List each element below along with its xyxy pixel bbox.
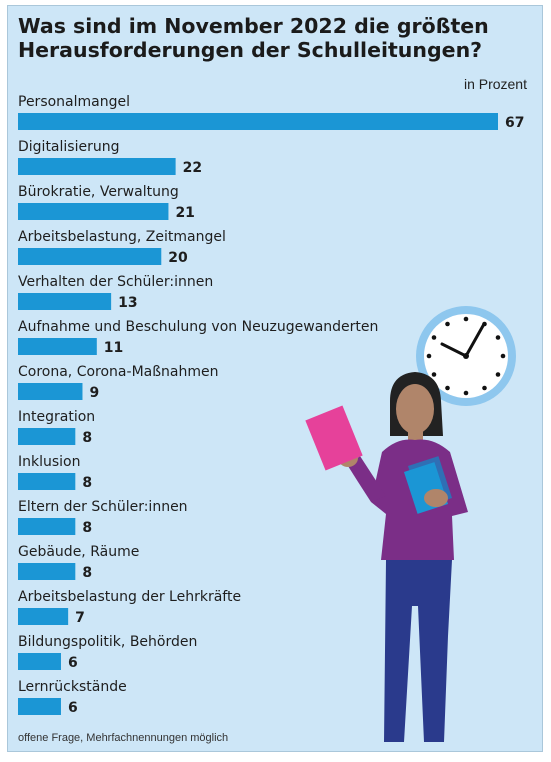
bar — [18, 653, 61, 670]
bar — [18, 518, 76, 535]
category-label: Corona, Corona-Maßnahmen — [18, 364, 219, 380]
bar — [18, 428, 76, 445]
value-label: 8 — [82, 520, 92, 536]
bar-chart: Personalmangel67Digitalisierung22Bürokra… — [18, 94, 524, 716]
category-label: Personalmangel — [18, 94, 130, 110]
bar — [18, 563, 76, 580]
category-label: Gebäude, Räume — [18, 544, 139, 560]
bar — [18, 608, 69, 625]
value-label: 21 — [175, 205, 194, 221]
category-label: Aufnahme und Beschulung von Neuzugewande… — [18, 319, 378, 335]
bar — [18, 473, 76, 490]
bar — [18, 698, 61, 715]
teacher-clock-illustration — [305, 306, 516, 742]
value-label: 8 — [82, 430, 92, 446]
category-label: Bürokratie, Verwaltung — [18, 184, 179, 200]
value-label: 11 — [104, 340, 123, 356]
chart-title: Was sind im November 2022 die größten He… — [18, 14, 489, 62]
value-label: 8 — [82, 475, 92, 491]
value-label: 8 — [82, 565, 92, 581]
value-label: 9 — [89, 385, 99, 401]
value-label: 6 — [68, 655, 78, 671]
bar — [18, 203, 169, 220]
value-label: 20 — [168, 250, 188, 266]
bar — [18, 383, 83, 400]
chart-panel: Was sind im November 2022 die größten He… — [7, 5, 543, 752]
category-label: Verhalten der Schüler:innen — [18, 274, 213, 290]
category-label: Eltern der Schüler:innen — [18, 499, 188, 515]
category-label: Integration — [18, 409, 95, 425]
teacher-figure — [305, 372, 468, 742]
category-label: Bildungspolitik, Behörden — [18, 634, 197, 650]
category-label: Lernrückstände — [18, 679, 127, 695]
category-label: Arbeitsbelastung, Zeitmangel — [18, 229, 226, 245]
category-label: Inklusion — [18, 454, 81, 470]
footnote: offene Frage, Mehrfachnennungen möglich — [18, 732, 229, 744]
value-label: 13 — [118, 295, 137, 311]
unit-label: in Prozent — [463, 76, 527, 92]
bar — [18, 113, 498, 130]
category-label: Digitalisierung — [18, 139, 119, 155]
bar — [18, 293, 112, 310]
category-label: Arbeitsbelastung der Lehrkräfte — [18, 589, 241, 605]
bar — [18, 158, 176, 175]
clock-icon — [416, 306, 516, 406]
value-label: 7 — [75, 610, 85, 626]
value-label: 6 — [68, 700, 78, 716]
bar — [18, 338, 97, 355]
value-label: 22 — [183, 160, 202, 176]
value-label: 67 — [505, 115, 524, 131]
bar — [18, 248, 162, 265]
